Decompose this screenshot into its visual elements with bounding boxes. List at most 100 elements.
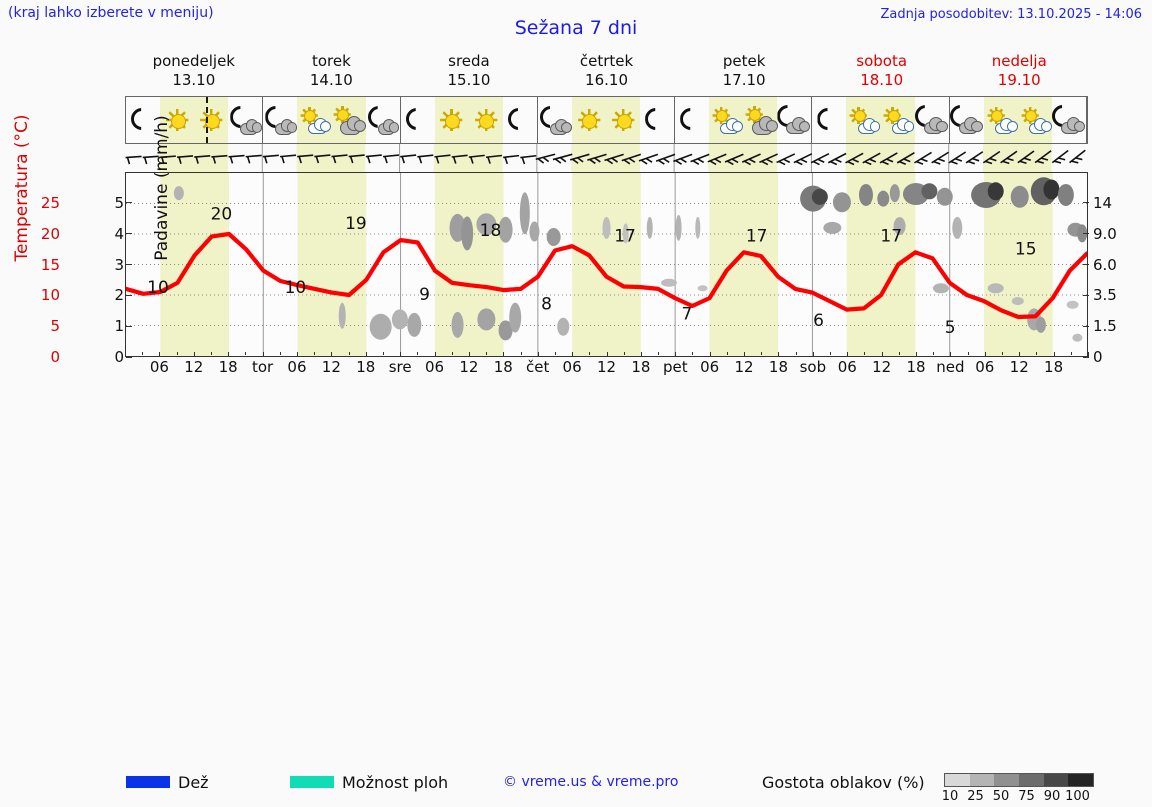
- x-axis-label: 06: [287, 358, 307, 376]
- x-tick: [606, 352, 608, 357]
- wind-barb-flag: [761, 160, 769, 166]
- temp-min-label: 9: [419, 285, 430, 305]
- precipitation-tick-label: 5: [114, 193, 124, 212]
- sun-icon: [469, 103, 503, 137]
- x-tick: [692, 352, 694, 355]
- temp-min-label: 6: [813, 311, 824, 331]
- cloud-height-tick-label: 3.5: [1093, 286, 1117, 305]
- location-menu-note[interactable]: (kraj lahko izberete v meniju): [8, 5, 214, 21]
- x-tick: [331, 352, 333, 357]
- daylight-band-wind: [708, 144, 778, 172]
- icon-day-nedelja: [949, 97, 1087, 143]
- x-axis-label: 12: [321, 358, 341, 376]
- cloud-density-step-label: 75: [1018, 789, 1035, 804]
- x-tick: [193, 352, 195, 357]
- sun-icon: [572, 103, 606, 137]
- day-name: sreda: [448, 52, 490, 70]
- x-tick: [572, 352, 574, 357]
- daylight-band-wind: [433, 144, 503, 172]
- moon-cloud-icon: [538, 103, 572, 137]
- x-tick: [984, 352, 986, 357]
- wind-barb-flag: [452, 156, 457, 164]
- x-tick: [210, 352, 212, 355]
- precipitation-axis-title: Padavine (mm/h): [152, 115, 172, 261]
- wind-barb-flag: [554, 158, 562, 164]
- day-name: petek: [722, 52, 766, 70]
- wind-barb-flag: [847, 160, 855, 166]
- wind-barb-flag: [384, 156, 388, 164]
- daylight-band: [297, 173, 367, 356]
- copyright-link[interactable]: © vreme.us & vreme.pro: [503, 774, 679, 790]
- x-axis-label: 06: [562, 358, 582, 376]
- precipitation-tick-label: 4: [114, 224, 124, 243]
- x-axis-label: čet: [526, 358, 550, 376]
- icon-cell: [983, 97, 1018, 143]
- cloud-blob: [987, 283, 1004, 294]
- wind-barb-flag: [933, 160, 941, 165]
- icon-cell: [640, 97, 674, 143]
- cloud-blob: [932, 283, 949, 294]
- wind-barb-flag: [487, 156, 491, 164]
- moon-cloud-icon: [228, 103, 263, 137]
- icon-cell: [434, 97, 469, 143]
- wind-barb-flag: [281, 156, 285, 164]
- wind-barb-flag: [675, 159, 682, 165]
- cloud-blob: [889, 184, 900, 203]
- temperature-tick-label: 5: [50, 317, 60, 336]
- cloud-blob: [1057, 183, 1074, 206]
- icon-day-torek: [263, 97, 401, 143]
- wind-barb-flag: [435, 156, 440, 164]
- cloud-density-colorbar-labels: 10 25 50 75 90 100: [936, 789, 1106, 807]
- wind-barb-flag: [731, 158, 739, 164]
- wind-barb-flag: [537, 158, 545, 164]
- icon-cell: [297, 97, 332, 143]
- icon-cell: [606, 97, 641, 143]
- x-tick: [486, 352, 488, 355]
- temp-min-label: 5: [945, 318, 956, 338]
- icon-cell: [743, 97, 779, 143]
- wind-barb-flag: [126, 157, 131, 165]
- day-date: 17.10: [722, 71, 766, 89]
- wind-barb-flag: [418, 156, 423, 164]
- wind-barb-flag: [830, 160, 838, 166]
- x-tick: [382, 352, 384, 355]
- cloud-blob: [461, 216, 474, 251]
- wind-barb-flag: [640, 159, 648, 165]
- x-tick: [159, 352, 161, 357]
- x-tick: [950, 352, 952, 357]
- icon-day-ponedeljek: [126, 97, 264, 143]
- x-tick: [1053, 352, 1055, 357]
- icon-day-petek: [675, 97, 813, 143]
- wind-barb-flag: [903, 158, 911, 163]
- wind-barb-flag: [628, 157, 636, 163]
- wind-barb-flag: [195, 156, 199, 164]
- wind-barb-flag: [817, 158, 825, 163]
- cloud-blob: [823, 221, 842, 234]
- cloud-blob: [602, 216, 611, 239]
- wind-barb-flag: [864, 160, 872, 166]
- wind-barb-flag: [714, 158, 722, 164]
- precipitation-tick-label: 3: [114, 255, 124, 274]
- x-axis-label: 12: [459, 358, 479, 376]
- x-axis-label: tor: [251, 358, 274, 376]
- current-time-marker: [206, 97, 209, 143]
- x-axis-label: 12: [184, 358, 204, 376]
- day-header-četrtek: četrtek 16.10: [538, 52, 676, 96]
- wind-barb-flag: [571, 158, 579, 164]
- icon-cell: [331, 97, 367, 143]
- wind-barb-flag: [559, 156, 567, 163]
- temperature-curve: [126, 231, 1087, 320]
- cloud-blob: [498, 216, 513, 243]
- wind-barb-flag: [697, 158, 705, 164]
- moon-cloud-icon: [366, 103, 400, 137]
- day-date: 13.10: [172, 71, 216, 89]
- x-axis-label: 18: [906, 358, 926, 376]
- x-axis-label: 18: [493, 358, 513, 376]
- wind-barb-flag: [315, 156, 320, 164]
- cloud-blob: [811, 188, 828, 205]
- wind-barb-flag: [332, 156, 337, 164]
- wind-barb-flag: [783, 158, 791, 164]
- wind-barb-row: [125, 144, 1088, 172]
- cloud-density-step: [1019, 774, 1044, 786]
- cloud-blob: [1072, 333, 1083, 342]
